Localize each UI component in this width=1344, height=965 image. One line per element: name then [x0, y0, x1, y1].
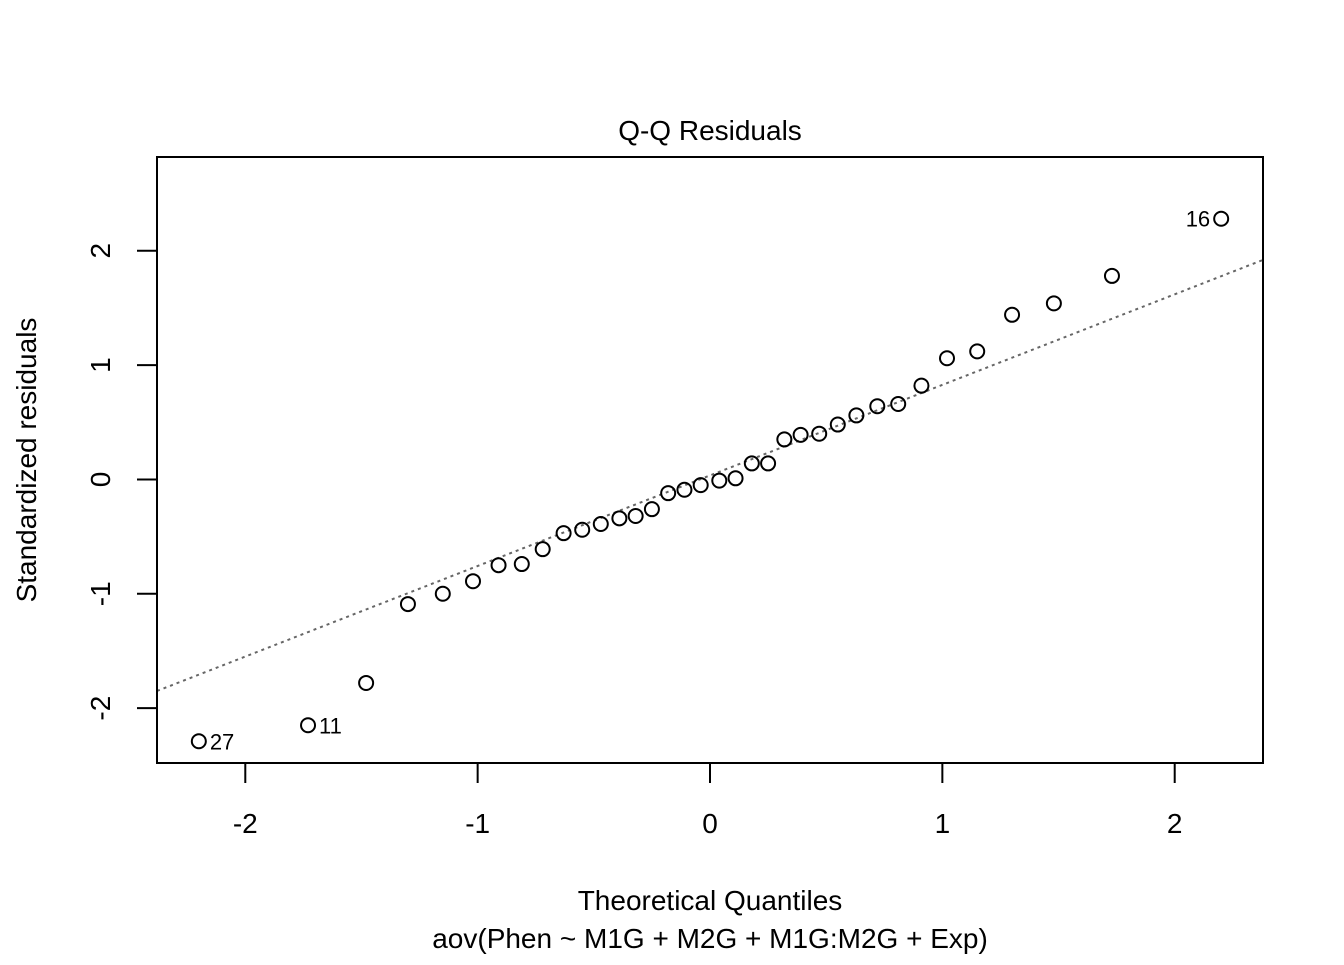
data-point	[660, 485, 677, 502]
data-point	[592, 516, 609, 533]
y-axis-label: Standardized residuals	[11, 318, 42, 603]
data-point	[611, 510, 628, 527]
data-point	[792, 426, 809, 443]
data-point	[939, 350, 955, 367]
data-point	[727, 470, 744, 487]
data-point	[969, 343, 986, 360]
data-point	[399, 596, 416, 613]
x-tick-label: -1	[465, 808, 490, 839]
plot-area-frame	[156, 156, 1264, 764]
data-point	[848, 407, 865, 424]
data-point	[1045, 295, 1062, 312]
y-tick-label: -1	[85, 581, 116, 606]
data-point	[1213, 210, 1230, 227]
x-tick-label: 2	[1167, 808, 1183, 839]
data-point	[300, 717, 317, 734]
data-point	[829, 416, 846, 433]
point-label: 16	[1186, 207, 1210, 232]
points-layer	[190, 210, 1230, 750]
data-point	[743, 455, 760, 472]
x-axis: -2 -1 0 1 2	[233, 762, 1183, 839]
point-label: 11	[319, 713, 342, 738]
data-point	[811, 425, 828, 442]
y-tick-label: 1	[85, 357, 116, 373]
data-point	[434, 585, 451, 602]
y-tick-label: 2	[85, 243, 116, 259]
data-point	[711, 472, 728, 489]
data-point	[676, 481, 693, 498]
x-axis-label: Theoretical Quantiles	[578, 885, 843, 916]
data-point	[869, 398, 886, 415]
chart-title: Q-Q Residuals	[618, 115, 802, 146]
data-point	[1004, 306, 1021, 323]
data-point	[1103, 267, 1120, 284]
data-point	[513, 556, 530, 573]
y-tick-label: -2	[85, 696, 116, 721]
data-point	[692, 477, 709, 494]
data-point	[358, 674, 375, 691]
x-tick-label: 1	[935, 808, 951, 839]
x-tick-label: 0	[702, 808, 718, 839]
y-tick-label: 0	[85, 472, 116, 488]
x-tick-label: -2	[233, 808, 258, 839]
data-point	[190, 733, 207, 750]
y-axis: -2 -1 0 1 2	[85, 243, 158, 721]
point-label: 27	[210, 729, 234, 754]
data-point	[465, 573, 481, 590]
point-labels-layer: 27 11 16	[210, 207, 1210, 755]
data-point	[490, 557, 507, 574]
data-point	[776, 431, 793, 448]
data-point	[555, 525, 572, 542]
data-point	[643, 501, 660, 518]
data-point	[574, 521, 591, 538]
reference-line	[156, 258, 1264, 692]
data-point	[890, 395, 907, 412]
chart-subtitle: aov(Phen ~ M1G + M2G + M1G:M2G + Exp)	[432, 923, 988, 954]
data-point	[534, 541, 551, 558]
data-point	[913, 377, 930, 394]
data-point	[760, 455, 777, 472]
data-point	[627, 508, 644, 525]
